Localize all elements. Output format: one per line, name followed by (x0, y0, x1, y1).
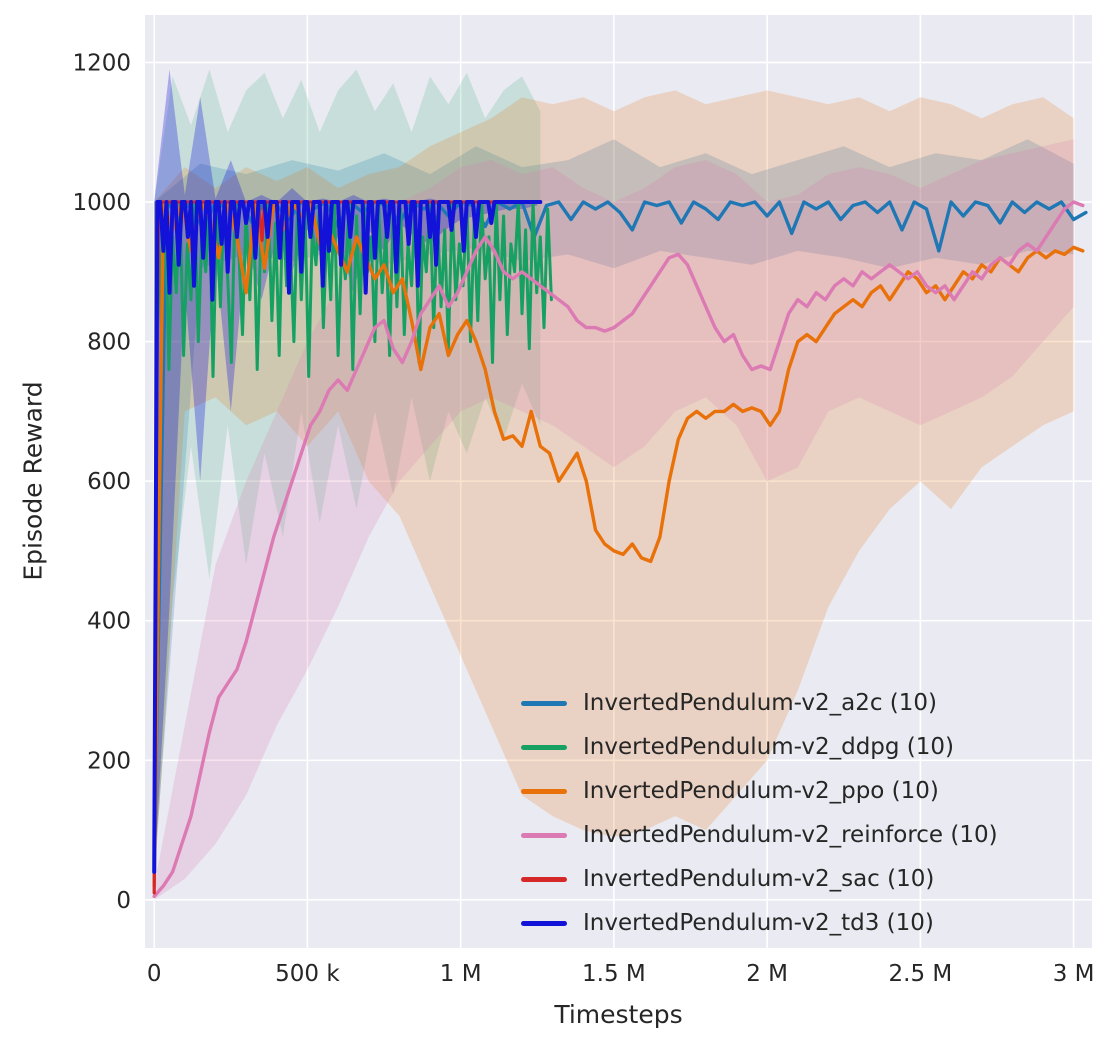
legend-label-ddpg: InvertedPendulum-v2_ddpg (10) (583, 733, 955, 760)
x-tick-label: 0 (147, 961, 162, 987)
series-band-reinforce (154, 139, 1074, 900)
plot-area (152, 69, 1088, 900)
legend-label-td3: InvertedPendulum-v2_td3 (10) (583, 909, 934, 936)
y-tick-label: 0 (116, 888, 131, 914)
y-tick-label: 1200 (72, 51, 131, 77)
legend-label-a2c: InvertedPendulum-v2_a2c (10) (583, 689, 937, 716)
legend-item-td3: InvertedPendulum-v2_td3 (10) (521, 901, 998, 945)
x-tick-label: 2.5 M (889, 961, 953, 987)
y-tick-label: 400 (87, 609, 131, 635)
legend-swatch-a2c (521, 700, 567, 706)
y-tick-label: 800 (87, 330, 131, 356)
series-band-td3 (154, 69, 538, 879)
legend-swatch-reinforce (521, 832, 567, 838)
series-line-ddpg (152, 200, 553, 881)
y-tick-label: 200 (87, 748, 131, 774)
series-line-reinforce (152, 200, 1085, 899)
gridlines (145, 15, 1092, 948)
x-tick-label: 1 M (440, 961, 482, 987)
legend-label-reinforce: InvertedPendulum-v2_reinforce (10) (583, 821, 998, 848)
legend-swatch-td3 (521, 920, 567, 926)
legend-swatch-sac (521, 876, 567, 882)
legend-item-a2c: InvertedPendulum-v2_a2c (10) (521, 681, 998, 725)
legend: InvertedPendulum-v2_a2c (10) InvertedPen… (521, 681, 998, 945)
y-tick-label: 600 (87, 469, 131, 495)
legend-swatch-ppo (521, 788, 567, 794)
legend-swatch-ddpg (521, 744, 567, 750)
x-axis-label: Timesteps (554, 1000, 683, 1029)
series-band-ppo (154, 90, 1074, 886)
legend-item-sac: InvertedPendulum-v2_sac (10) (521, 857, 998, 901)
legend-item-reinforce: InvertedPendulum-v2_reinforce (10) (521, 813, 998, 857)
legend-item-ddpg: InvertedPendulum-v2_ddpg (10) (521, 725, 998, 769)
y-tick-label: 1000 (72, 190, 131, 216)
legend-label-ppo: InvertedPendulum-v2_ppo (10) (583, 777, 939, 804)
x-tick-label: 1.5 M (582, 961, 646, 987)
x-tick-label: 3 M (1053, 961, 1095, 987)
x-tick-label: 2 M (746, 961, 788, 987)
series-line-td3 (152, 200, 543, 874)
legend-item-ppo: InvertedPendulum-v2_ppo (10) (521, 769, 998, 813)
tick-labels: 0 500 k 1 M 1.5 M 2 M 2.5 M 3 M 0 200 400 600 800 10… (72, 51, 1094, 988)
legend-label-sac: InvertedPendulum-v2_sac (10) (583, 865, 935, 892)
x-tick-label: 500 k (275, 961, 340, 987)
y-axis-label: Episode Reward (18, 381, 48, 581)
